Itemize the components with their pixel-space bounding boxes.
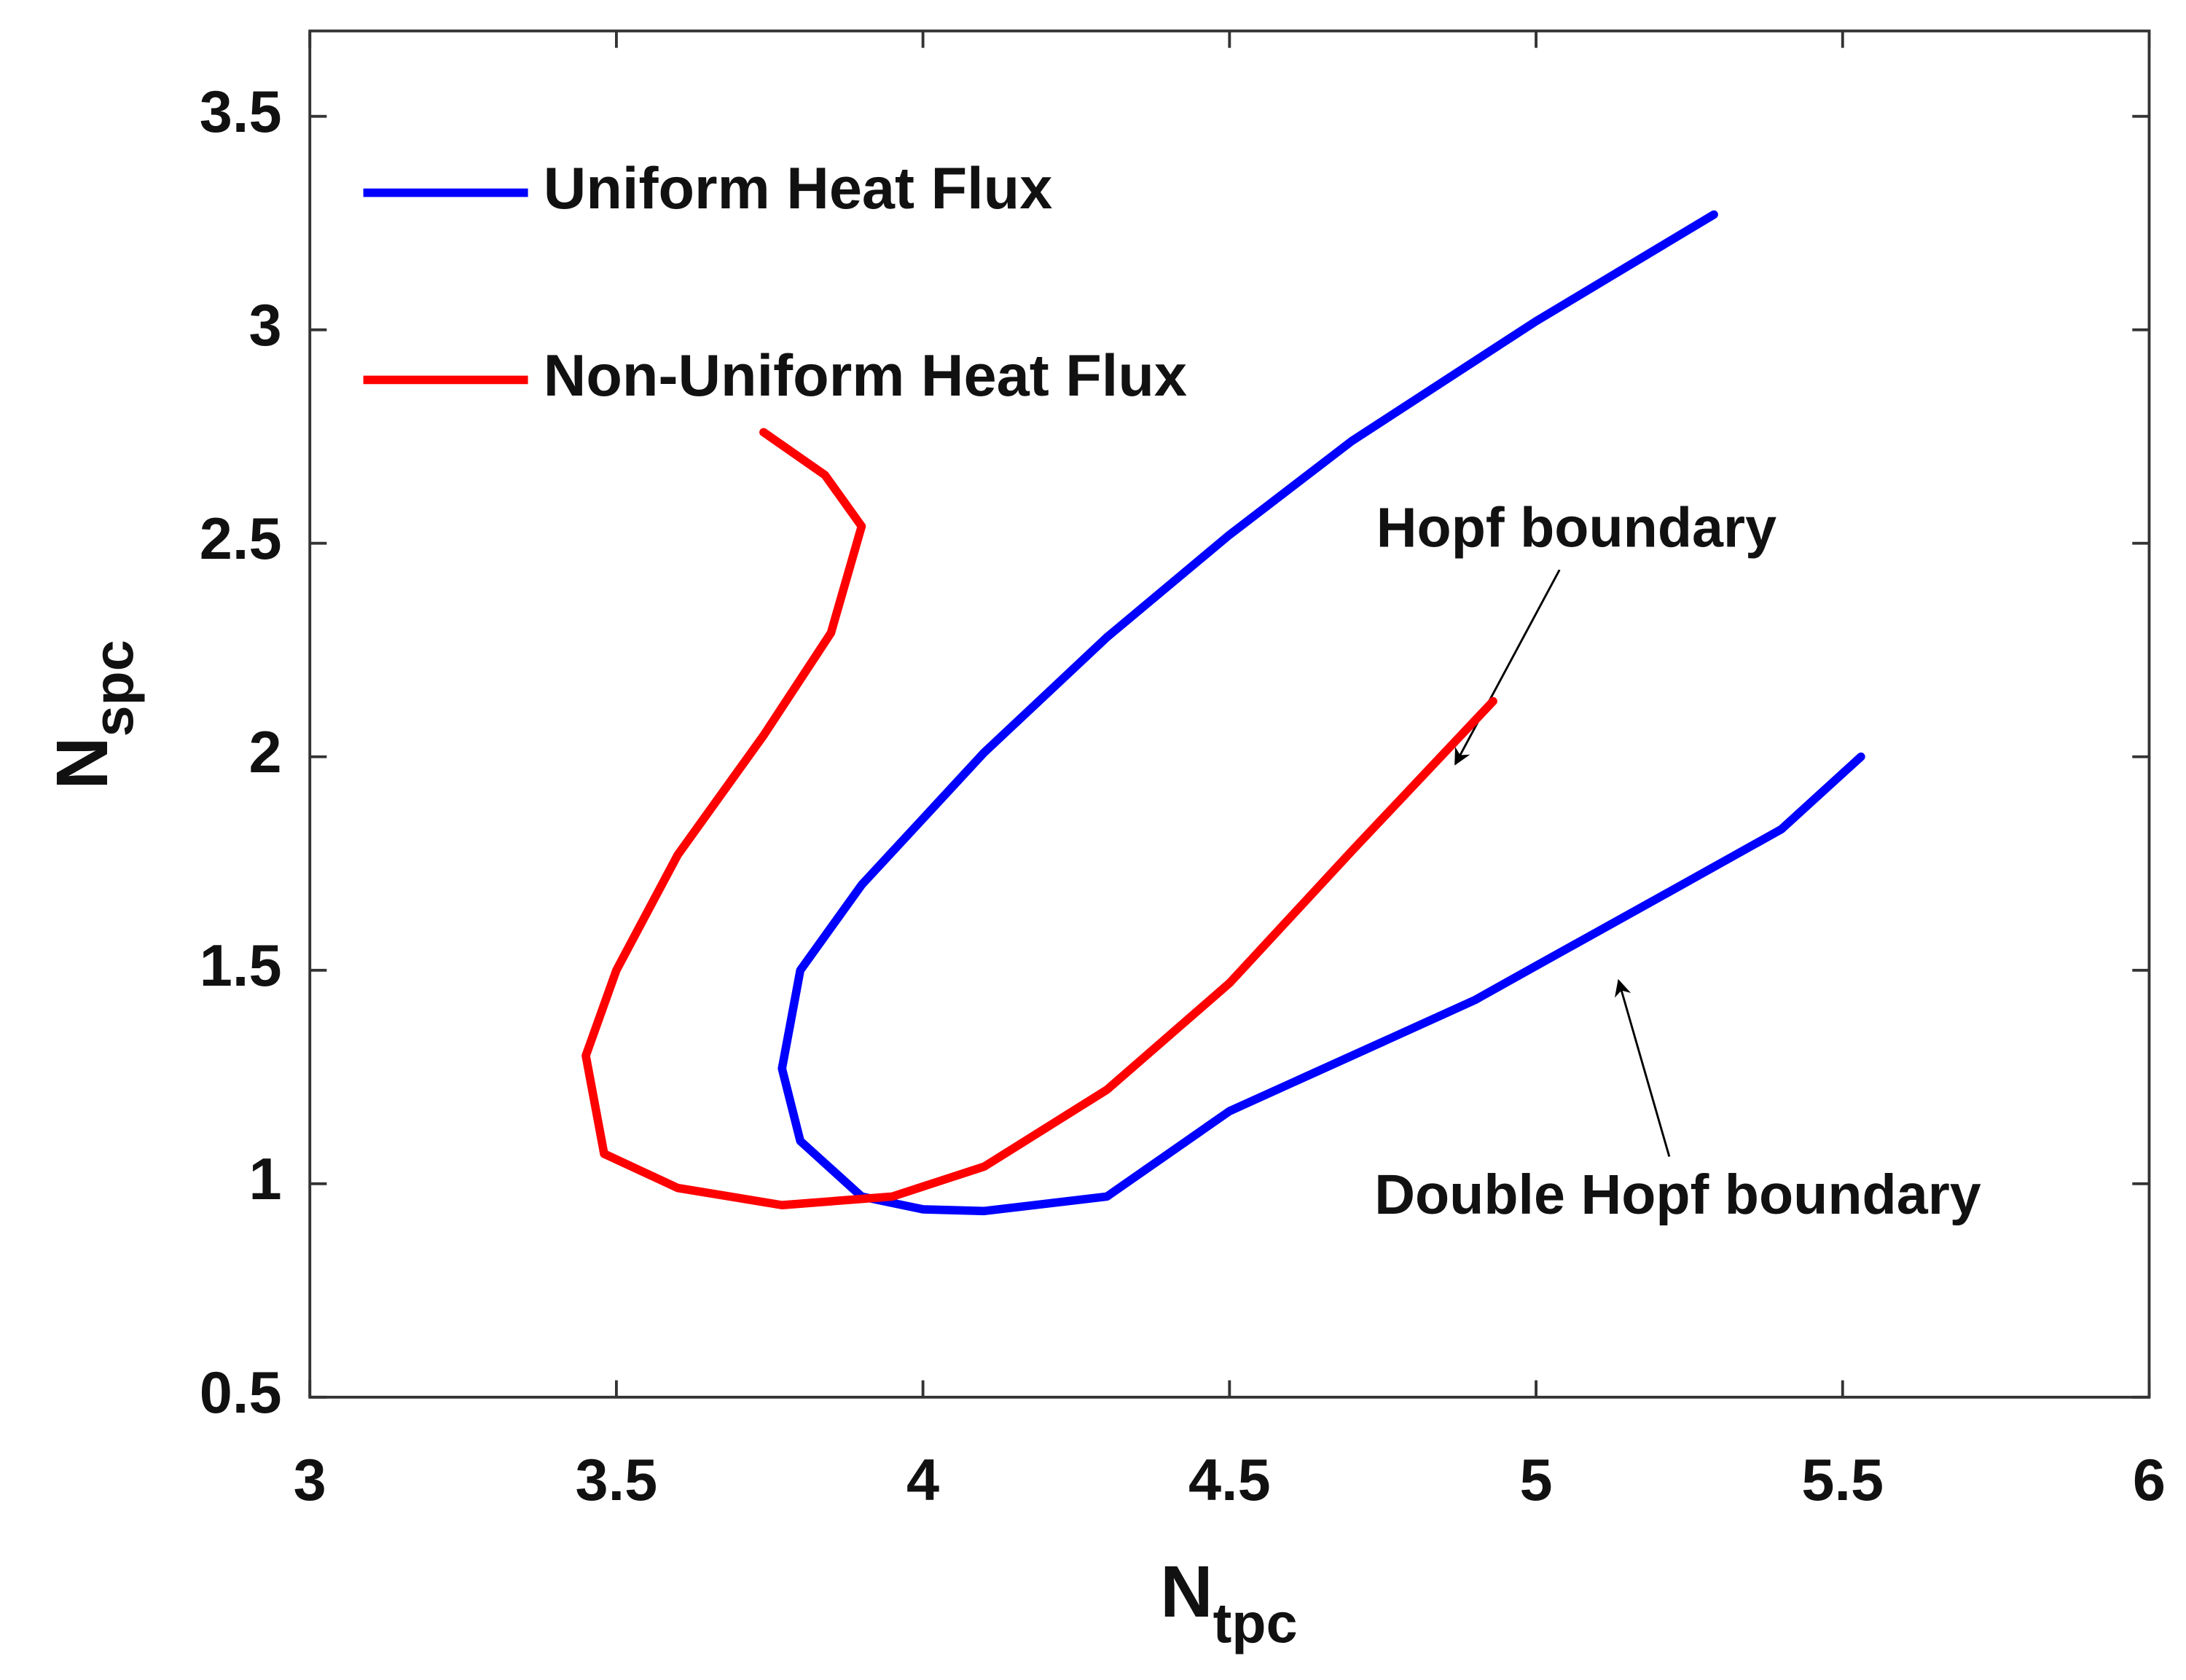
y-tick-label: 1 bbox=[248, 1147, 281, 1212]
x-tick-label: 6 bbox=[2133, 1448, 2166, 1513]
annotation: Hopf boundary bbox=[1376, 496, 1776, 559]
x-tick-label: 3.5 bbox=[576, 1448, 658, 1513]
y-tick-label: 3.5 bbox=[200, 79, 282, 145]
legend-label: Uniform Heat Flux bbox=[544, 156, 1052, 221]
y-tick-label: 0.5 bbox=[200, 1360, 282, 1426]
y-tick-label: 2 bbox=[248, 720, 281, 785]
y-label-sub: spc bbox=[83, 640, 146, 737]
y-tick-label: 2.5 bbox=[200, 506, 282, 572]
annotation: Double Hopf boundary bbox=[1374, 1163, 1981, 1226]
x-tick-label: 4.5 bbox=[1188, 1448, 1271, 1513]
series-line bbox=[581, 428, 1497, 1209]
annotation-arrow bbox=[1454, 569, 1561, 766]
x-tick-label: 3 bbox=[294, 1448, 326, 1513]
y-tick-label: 3 bbox=[248, 293, 281, 358]
y-label-main: N bbox=[42, 737, 123, 790]
legend-label: Non-Uniform Heat Flux bbox=[544, 343, 1187, 409]
x-tick-label: 5.5 bbox=[1801, 1448, 1884, 1513]
annotation-arrow bbox=[1614, 978, 1671, 1157]
y-axis-label: Nspc bbox=[42, 640, 146, 790]
x-label-main: N bbox=[1160, 1551, 1213, 1633]
x-tick-label: 4 bbox=[906, 1448, 939, 1513]
y-tick-label: 1.5 bbox=[200, 933, 282, 999]
x-axis-label: Ntpc bbox=[1160, 1551, 1297, 1655]
x-label-sub: tpc bbox=[1213, 1593, 1298, 1655]
x-tick-label: 5 bbox=[1519, 1448, 1552, 1513]
